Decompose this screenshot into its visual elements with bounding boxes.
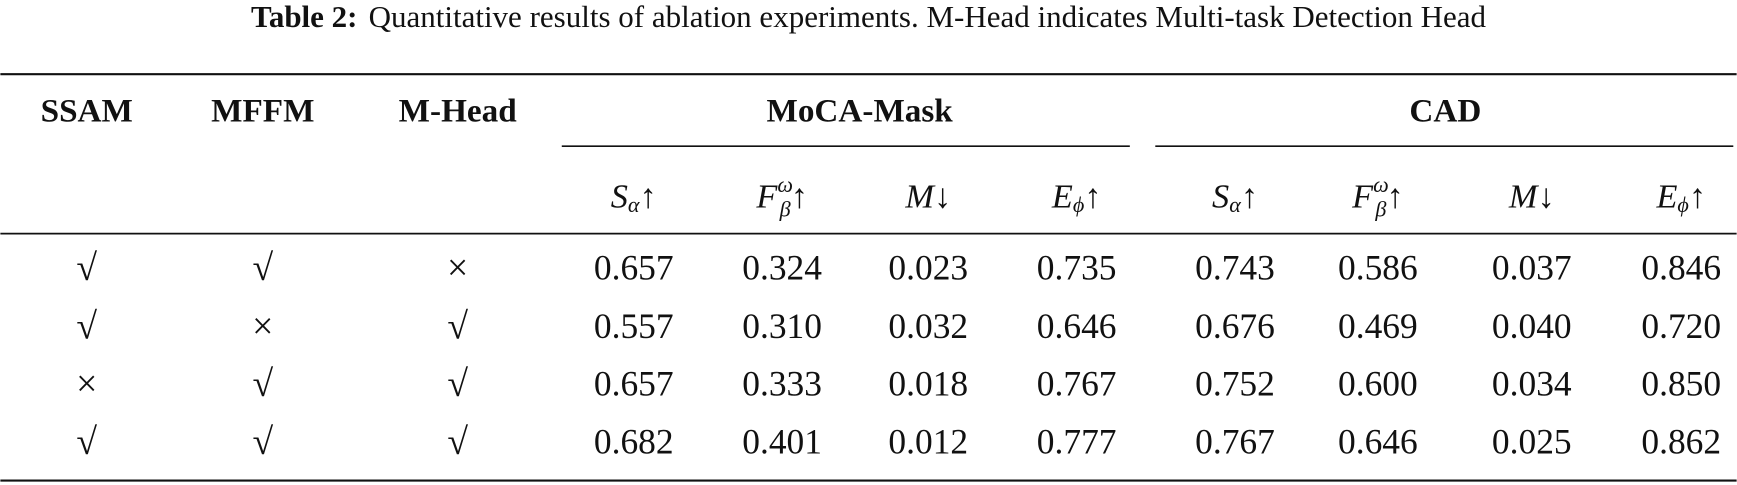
column-header: M-Head: [399, 93, 518, 130]
metric-subscript: α: [628, 192, 640, 217]
metric-symbol: F: [1351, 177, 1374, 215]
metric-value: 0.012: [888, 421, 968, 461]
metric-value: 0.862: [1641, 421, 1721, 461]
metric-value: 0.034: [1492, 364, 1572, 404]
metric-value: 0.586: [1338, 247, 1418, 287]
metric-header: M↓: [1508, 177, 1555, 215]
metric-value: 0.324: [742, 247, 822, 287]
metric-symbol: F: [755, 177, 778, 215]
metric-value: 0.037: [1492, 247, 1572, 287]
metric-value: 0.333: [742, 364, 822, 404]
ablation-mark: √: [252, 421, 273, 463]
metric-value: 0.752: [1195, 364, 1275, 404]
metric-value: 0.025: [1492, 421, 1572, 461]
metric-superscript: ω: [777, 172, 793, 197]
metric-arrow: ↑: [640, 177, 657, 215]
metric-header: Fω β↑: [1351, 172, 1403, 221]
metric-value: 0.646: [1037, 306, 1117, 346]
ablation-mark: ×: [252, 306, 273, 348]
metric-subscript: ϕ: [1677, 192, 1688, 217]
metric-value: 0.557: [594, 306, 674, 346]
metric-header: Eϕ↑: [1655, 177, 1706, 217]
metric-value: 0.676: [1195, 306, 1275, 346]
metric-value: 0.600: [1338, 364, 1418, 404]
metric-value: 0.401: [742, 421, 822, 461]
ablation-mark: √: [447, 421, 468, 463]
metric-value: 0.850: [1641, 364, 1721, 404]
metric-symbol: M: [1508, 177, 1540, 215]
metric-arrow: ↑: [1689, 177, 1706, 215]
metric-subscript: α: [1229, 192, 1241, 217]
metric-value: 0.777: [1037, 421, 1117, 461]
metric-subscript: ϕ: [1073, 192, 1084, 217]
metric-value: 0.646: [1338, 421, 1418, 461]
column-header: SSAM: [41, 93, 133, 130]
caption-label: Table 2:: [251, 0, 358, 34]
group-header: CAD: [1409, 93, 1481, 130]
ablation-mark: √: [447, 306, 468, 348]
metric-header: Eϕ↑: [1051, 177, 1102, 217]
metric-subscript: β: [779, 197, 791, 222]
metric-arrow: ↓: [934, 177, 951, 215]
metric-value: 0.682: [594, 421, 674, 461]
metric-value: 0.720: [1641, 306, 1721, 346]
caption: Table 2: Quantitative results of ablation…: [251, 0, 1486, 34]
metric-value: 0.040: [1492, 306, 1572, 346]
metric-value: 0.018: [888, 364, 968, 404]
metric-value: 0.310: [742, 306, 822, 346]
metric-header: Sα↑: [611, 177, 657, 217]
metric-arrow: ↑: [1084, 177, 1101, 215]
ablation-mark: √: [76, 421, 97, 463]
metric-symbol: E: [1655, 177, 1677, 215]
metric-arrow: ↑: [1241, 177, 1258, 215]
metric-header: M↓: [904, 177, 951, 215]
metric-symbol: S: [611, 177, 628, 215]
metric-value: 0.846: [1641, 247, 1721, 287]
metric-arrow: ↑: [1386, 177, 1403, 215]
metric-value: 0.469: [1338, 306, 1418, 346]
metric-value: 0.743: [1195, 247, 1275, 287]
metric-value: 0.735: [1037, 247, 1117, 287]
ablation-mark: √: [76, 306, 97, 348]
metric-value: 0.023: [888, 247, 968, 287]
metric-arrow: ↓: [1537, 177, 1554, 215]
metric-header: Fω β↑: [755, 172, 807, 221]
ablation-mark: √: [447, 363, 468, 405]
column-header: MFFM: [211, 93, 314, 130]
caption-text: Quantitative results of ablation experim…: [369, 0, 1487, 34]
metric-header: Sα↑: [1212, 177, 1258, 217]
metric-symbol: M: [904, 177, 936, 215]
group-header: MoCA-Mask: [767, 93, 954, 130]
metric-arrow: ↑: [791, 177, 808, 215]
metric-value: 0.657: [594, 247, 674, 287]
metric-superscript: ω: [1373, 172, 1389, 197]
ablation-mark: ×: [447, 247, 468, 289]
ablation-mark: √: [252, 363, 273, 405]
ablation-mark: √: [252, 247, 273, 289]
metric-value: 0.032: [888, 306, 968, 346]
ablation-mark: ×: [76, 363, 97, 405]
metric-symbol: E: [1051, 177, 1073, 215]
metric-value: 0.767: [1037, 364, 1117, 404]
metric-value: 0.767: [1195, 421, 1275, 461]
metric-subscript: β: [1374, 197, 1386, 222]
metric-value: 0.657: [594, 364, 674, 404]
ablation-mark: √: [76, 247, 97, 289]
metric-symbol: S: [1212, 177, 1229, 215]
